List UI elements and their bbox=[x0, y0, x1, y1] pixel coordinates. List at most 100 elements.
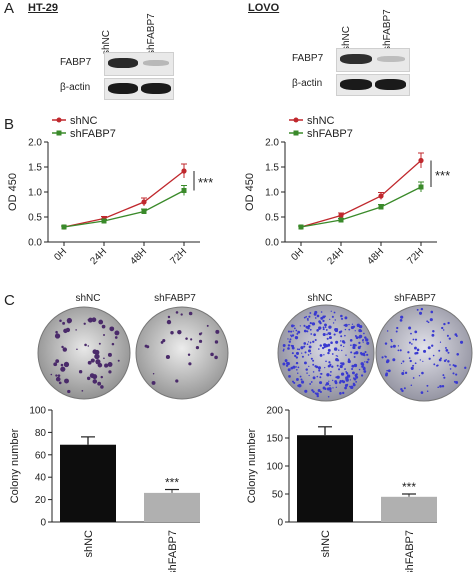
colony-dot bbox=[333, 311, 336, 314]
y-axis-label: OD 450 bbox=[7, 173, 19, 211]
colony-dot bbox=[350, 385, 354, 390]
colony-dot bbox=[443, 329, 445, 331]
colony-dot bbox=[336, 375, 340, 379]
colony-dot bbox=[320, 311, 323, 313]
colony-dot bbox=[335, 355, 337, 357]
colony-dot bbox=[55, 330, 58, 334]
colony-dot bbox=[345, 377, 349, 381]
y-tick-label: 100 bbox=[266, 462, 283, 473]
y-tick-label: 1.0 bbox=[265, 188, 279, 199]
colony-dot bbox=[437, 364, 439, 367]
colony-dot bbox=[447, 321, 450, 325]
colony-dot bbox=[340, 317, 344, 320]
colony-dot bbox=[427, 346, 431, 350]
y-tick-label: 40 bbox=[35, 473, 47, 484]
colony-dot bbox=[309, 328, 312, 331]
colony-dot bbox=[282, 349, 285, 352]
colony-dot bbox=[294, 336, 299, 340]
colony-dot bbox=[291, 324, 294, 328]
colony-dot bbox=[420, 307, 424, 311]
ht29-blot-actin bbox=[104, 78, 174, 100]
colony-dot bbox=[308, 374, 310, 377]
colony-dot bbox=[319, 381, 323, 385]
colony-dot bbox=[367, 358, 370, 361]
colony-dot bbox=[454, 333, 458, 336]
colony-dot bbox=[410, 366, 414, 370]
colony-dot bbox=[190, 338, 193, 341]
colony-dot bbox=[438, 358, 442, 362]
y-tick-label: 50 bbox=[272, 490, 284, 501]
colony-dot bbox=[328, 380, 330, 382]
colony-dot bbox=[396, 326, 399, 330]
colony-dot bbox=[317, 366, 321, 370]
colony-dot bbox=[167, 315, 171, 319]
colony-dot bbox=[180, 313, 183, 316]
colony-dot bbox=[300, 378, 303, 381]
colony-dot bbox=[297, 366, 300, 369]
lovo-band-actin-shnc bbox=[340, 79, 372, 90]
colony-dot bbox=[385, 372, 389, 375]
colony-dot bbox=[418, 311, 423, 315]
lovo-band-fabp7-shnc bbox=[340, 54, 372, 64]
colony-dot bbox=[352, 346, 356, 350]
colony-dot bbox=[329, 390, 332, 393]
colony-dot bbox=[441, 385, 445, 388]
colony-dot bbox=[308, 349, 312, 353]
colony-dot bbox=[410, 332, 412, 335]
colony-dot bbox=[310, 357, 313, 360]
colony-dot bbox=[94, 353, 100, 360]
colony-dot bbox=[355, 351, 358, 354]
colony-dot bbox=[324, 366, 326, 369]
colony-dot bbox=[358, 341, 361, 345]
colony-dot bbox=[91, 317, 97, 323]
colony-dot bbox=[316, 394, 319, 398]
colony-dot bbox=[338, 349, 340, 351]
colony-dot bbox=[416, 308, 419, 311]
colony-dot bbox=[445, 349, 449, 352]
colony-dot bbox=[324, 326, 327, 328]
dish-ht29-shnc bbox=[37, 306, 131, 400]
colony-dot bbox=[111, 342, 115, 346]
colony-dot bbox=[414, 362, 417, 365]
data-point bbox=[141, 199, 147, 205]
colony-dot bbox=[401, 389, 404, 393]
colony-dot bbox=[354, 374, 358, 377]
colony-dot bbox=[350, 344, 352, 346]
colony-dot bbox=[284, 359, 288, 363]
x-tick-label: 48H bbox=[128, 246, 149, 267]
colony-dot bbox=[443, 322, 446, 326]
dish-lovo-shnc bbox=[277, 304, 375, 402]
colony-dot bbox=[437, 386, 440, 389]
y-axis-label: OD 450 bbox=[244, 173, 256, 211]
colony-dot bbox=[358, 328, 362, 333]
colony-dot bbox=[322, 326, 325, 329]
colony-dot bbox=[435, 365, 438, 367]
colony-dot bbox=[298, 348, 301, 351]
bar-shFABP7 bbox=[144, 492, 200, 522]
colony-dot bbox=[65, 327, 71, 333]
colony-dot bbox=[334, 381, 338, 385]
colony-dot bbox=[426, 384, 429, 387]
colony-dot bbox=[312, 359, 315, 362]
colony-dot bbox=[322, 332, 326, 337]
colony-dot bbox=[440, 357, 442, 360]
colony-dot bbox=[408, 326, 412, 330]
colony-dot bbox=[326, 333, 328, 336]
colony-dot bbox=[365, 338, 369, 342]
y-tick-label: 0 bbox=[277, 518, 283, 529]
colony-dot bbox=[397, 345, 400, 347]
y-tick-label: 80 bbox=[35, 428, 47, 439]
colony-dot bbox=[439, 384, 442, 388]
data-point bbox=[418, 157, 424, 164]
colony-dot bbox=[296, 333, 299, 335]
colony-dot bbox=[442, 374, 445, 377]
colony-dot bbox=[310, 381, 313, 383]
colony-dot bbox=[291, 334, 295, 337]
colony-dot bbox=[339, 380, 342, 382]
y-tick-label: 0 bbox=[40, 518, 46, 529]
colony-dot bbox=[108, 370, 112, 374]
colony-dot bbox=[360, 362, 364, 366]
y-tick-label: 0.5 bbox=[265, 213, 279, 224]
colony-dot bbox=[286, 362, 290, 366]
ht29-blot-fabp7 bbox=[104, 52, 174, 76]
